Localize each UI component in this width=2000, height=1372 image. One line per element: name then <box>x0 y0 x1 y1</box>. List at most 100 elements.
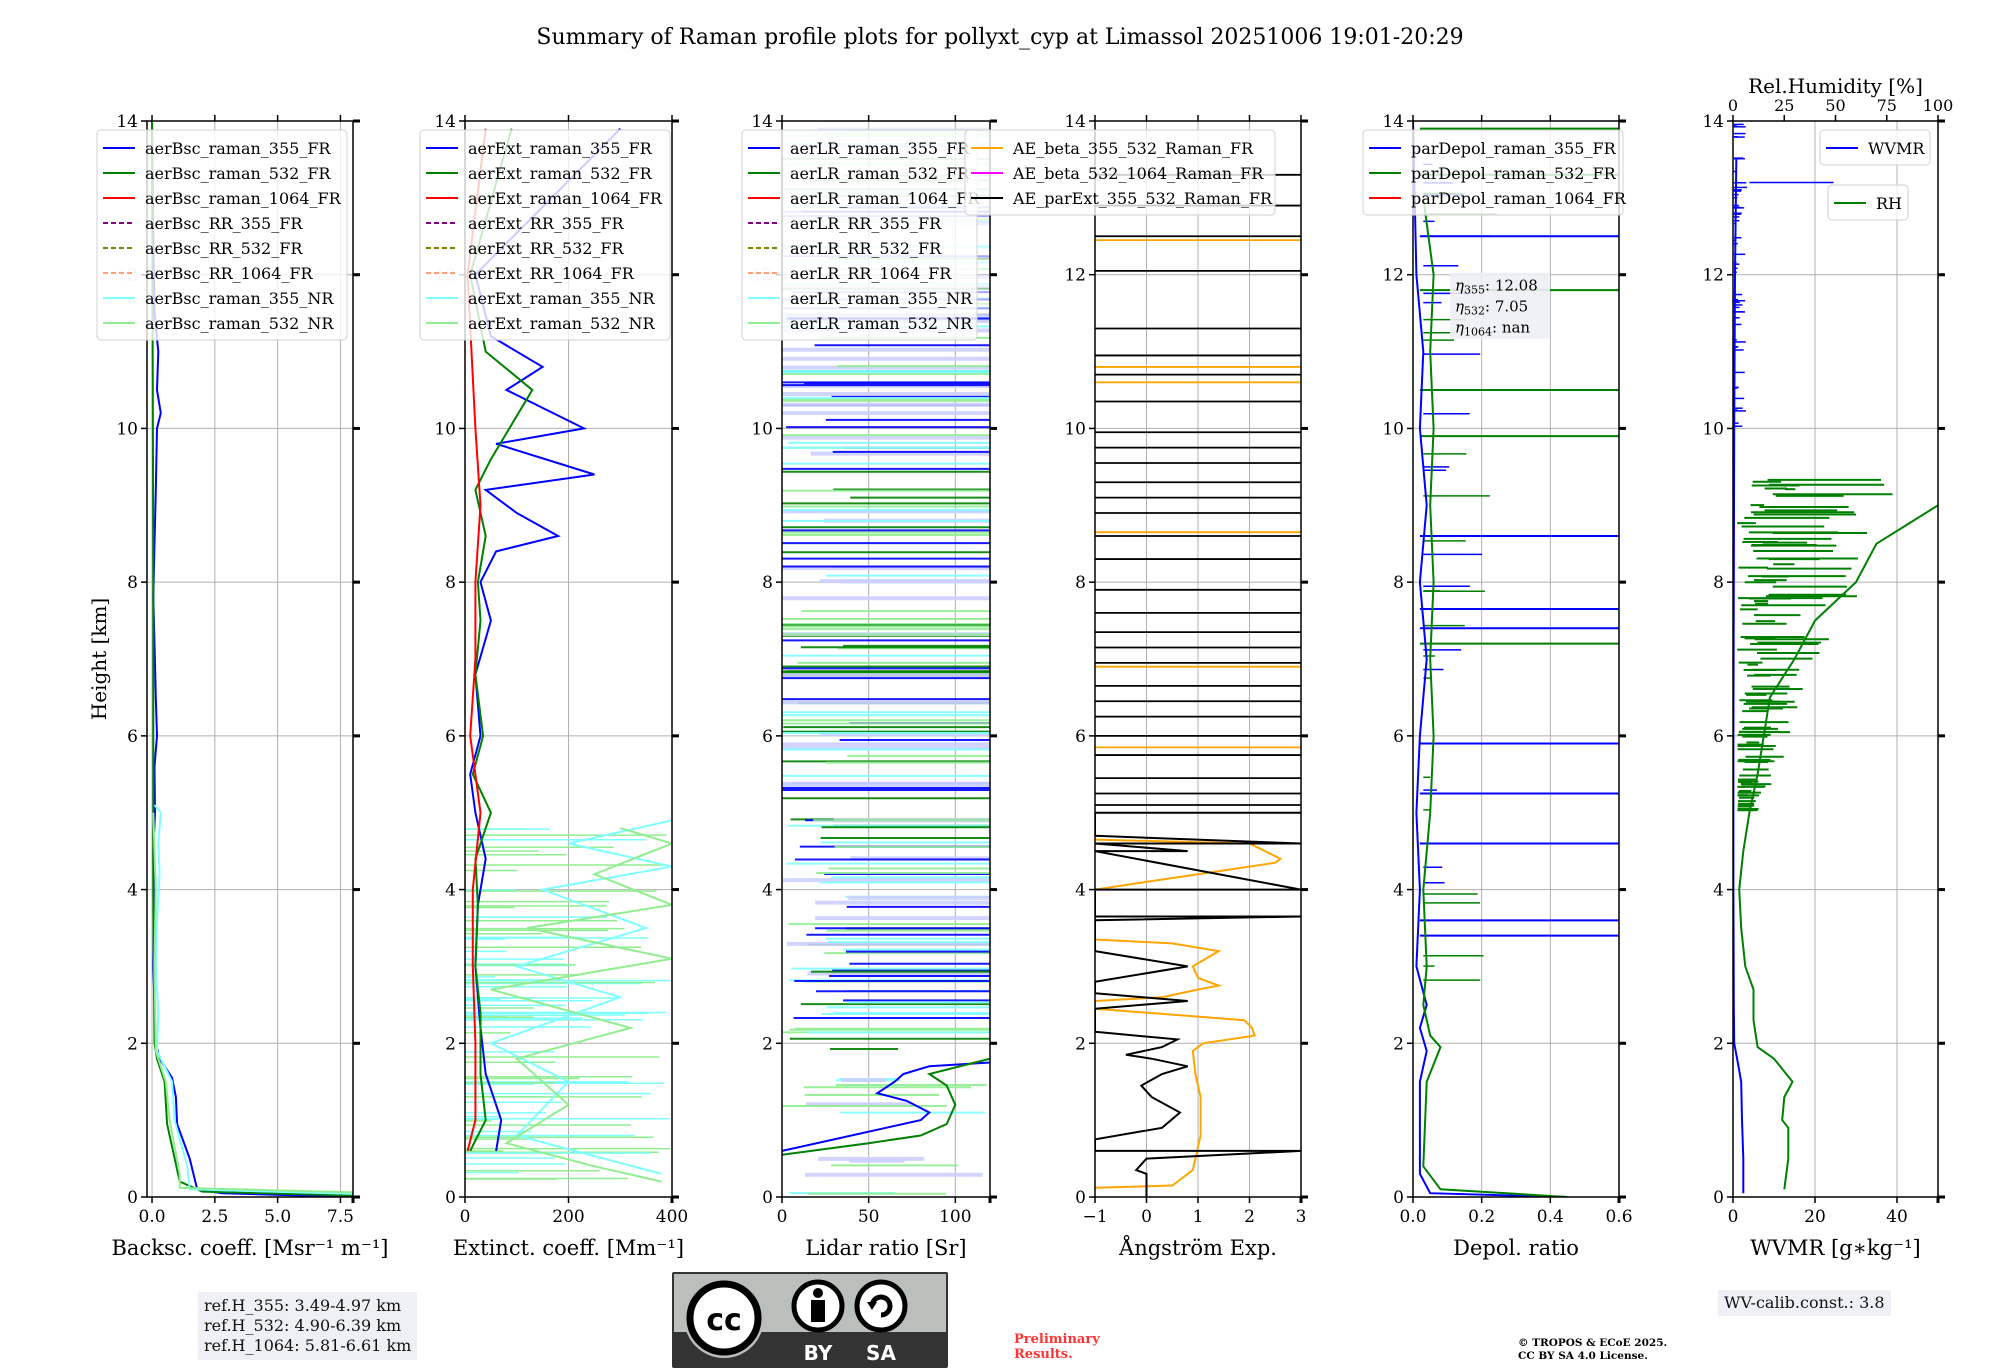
y-tick-label: 6 <box>762 727 773 747</box>
legend: aerLR_raman_355_FR aerLR_raman_532_FR aerL… <box>741 129 980 341</box>
legend: parDepol_raman_355_FR parDepol_raman_532_… <box>1362 129 1627 216</box>
legend: aerExt_raman_355_FR aerExt_raman_532_FRae… <box>419 129 671 341</box>
cc-sa-label: SA <box>866 1341 896 1365</box>
y-tick-label: 10 <box>751 419 773 439</box>
panel-extinction: 024681012140200400Extinct. coeff. [Mm⁻¹]… <box>419 112 688 1260</box>
legend-label: AE_beta_532_1064_Raman_FR <box>1012 164 1264 183</box>
x-tick-label: 0.4 <box>1537 1207 1564 1227</box>
y-tick-label: 0 <box>445 1188 456 1208</box>
top-x-tick-label: 100 <box>1923 96 1954 115</box>
panel-lidar_ratio: 02468101214050100Lidar ratio [Sr]aerLR_r… <box>741 112 997 1260</box>
eta-1064: η1064: nan <box>1455 319 1530 339</box>
y-tick-label: 10 <box>1702 419 1724 439</box>
legend-frame <box>419 129 671 341</box>
legend-label: aerBsc_RR_532_FR <box>145 239 303 258</box>
x-axis-label: Lidar ratio [Sr] <box>805 1236 966 1260</box>
x-axis-label: Ångström Exp. <box>1118 1235 1277 1260</box>
legend-frame <box>741 129 978 341</box>
y-axis-label: Height [km] <box>87 598 111 720</box>
x-tick-label: −1 <box>1082 1207 1107 1227</box>
y-tick-label: 4 <box>445 881 456 901</box>
eta-355: η355: 12.08 <box>1455 277 1538 297</box>
legend-label: aerLR_RR_532_FR <box>790 239 942 258</box>
legend-label: AE_beta_355_532_Raman_FR <box>1012 139 1254 158</box>
x-tick-label: 50 <box>858 1207 880 1227</box>
legend-label: AE_parExt_355_532_Raman_FR <box>1012 189 1273 208</box>
y-tick-label: 4 <box>127 881 138 901</box>
legend-frame <box>1819 129 1931 166</box>
x-axis-label: Extinct. coeff. [Mm⁻¹] <box>453 1236 684 1260</box>
y-tick-label: 14 <box>1064 112 1086 132</box>
preliminary-line-1: Preliminary <box>1014 1332 1100 1347</box>
y-tick-label: 0 <box>1713 1188 1724 1208</box>
x-tick-label: 5.0 <box>264 1207 291 1227</box>
legend-frame <box>964 129 1276 216</box>
x-tick-label: 0 <box>1141 1207 1152 1227</box>
legend-frame <box>1362 129 1624 216</box>
x-axis-label: Depol. ratio <box>1453 1236 1579 1260</box>
legend-label: aerBsc_raman_532_NR <box>145 314 334 333</box>
series-aerExt_raman_355_NR <box>488 819 672 1175</box>
x-axis-label: Backsc. coeff. [Msr⁻¹ m⁻¹] <box>112 1236 389 1260</box>
ref-h-355: ref.H_355: 3.49-4.97 km <box>204 1296 402 1315</box>
y-tick-label: 4 <box>1075 881 1086 901</box>
legend-frame <box>1827 184 1909 221</box>
legend-label: aerExt_RR_532_FR <box>468 239 625 258</box>
copyright-line-2: CC BY SA 4.0 License. <box>1518 1350 1648 1362</box>
series-aerBsc_raman_355_NR <box>153 804 353 1195</box>
series-AE_beta_355_532_Raman_FR <box>1095 838 1283 1189</box>
x-tick-label: 0.2 <box>1468 1207 1495 1227</box>
legend-wvmr: WVMR <box>1819 129 1931 166</box>
legend-label: aerLR_RR_1064_FR <box>790 264 952 283</box>
x-tick-label: 0 <box>777 1207 788 1227</box>
plot-area <box>465 127 672 1183</box>
y-tick-label: 10 <box>434 419 456 439</box>
y-tick-label: 2 <box>445 1034 456 1054</box>
eta-box <box>1450 272 1550 339</box>
y-tick-label: 14 <box>751 112 773 132</box>
legend-label: aerBsc_raman_355_NR <box>145 289 334 308</box>
legend-label: aerLR_raman_532_FR <box>790 164 970 183</box>
legend: AE_beta_355_532_Raman_FR AE_beta_532_1064… <box>964 129 1276 216</box>
cc-by-sa-logo[interactable]: cc BY SA <box>672 1272 948 1368</box>
x-tick-label: 0.6 <box>1605 1207 1632 1227</box>
x-tick-label: 0 <box>460 1207 471 1227</box>
legend-frame <box>96 129 348 341</box>
axes-frame <box>1412 120 1620 1198</box>
legend-label: aerLR_raman_355_FR <box>790 139 970 158</box>
y-tick-label: 4 <box>1393 881 1404 901</box>
x-tick-label: 0.0 <box>1399 1207 1426 1227</box>
ref-height-box: ref.H_355: 3.49-4.97 km ref.H_532: 4.90-… <box>198 1292 418 1360</box>
legend-label: aerExt_raman_1064_FR <box>468 189 663 208</box>
plot-area <box>151 121 353 1197</box>
legend-label: aerLR_raman_532_NR <box>790 314 973 333</box>
plot-area <box>1733 123 1938 1194</box>
legend-label: aerBsc_raman_532_FR <box>145 164 331 183</box>
x-tick-label: 2 <box>1244 1207 1255 1227</box>
figure-title: Summary of Raman profile plots for polly… <box>536 25 1463 50</box>
series-aerBsc_raman_532_FR <box>151 121 353 1197</box>
y-tick-label: 14 <box>434 112 456 132</box>
legend-label: WVMR <box>1868 139 1925 158</box>
legend-label: aerExt_raman_532_NR <box>468 314 656 333</box>
y-tick-label: 6 <box>445 727 456 747</box>
y-tick-label: 14 <box>1702 112 1724 132</box>
y-tick-label: 12 <box>1382 266 1404 286</box>
legend-rh: RH <box>1827 184 1909 221</box>
svg-text:cc: cc <box>706 1303 742 1338</box>
y-tick-label: 0 <box>762 1188 773 1208</box>
y-tick-label: 8 <box>762 573 773 593</box>
y-tick-label: 6 <box>1713 727 1724 747</box>
legend-label: aerExt_RR_355_FR <box>468 214 625 233</box>
y-tick-label: 0 <box>1075 1188 1086 1208</box>
by-attribution-icon <box>791 1279 845 1333</box>
series-aerLR_raman_532_FR <box>782 1057 990 1156</box>
series-aerLR_raman_355_FR <box>782 1061 990 1152</box>
series-RH <box>1738 504 1938 1190</box>
y-tick-label: 8 <box>1075 573 1086 593</box>
axes-frame <box>781 120 991 1198</box>
y-tick-label: 6 <box>1075 727 1086 747</box>
series-WVMR <box>1733 159 1745 1194</box>
